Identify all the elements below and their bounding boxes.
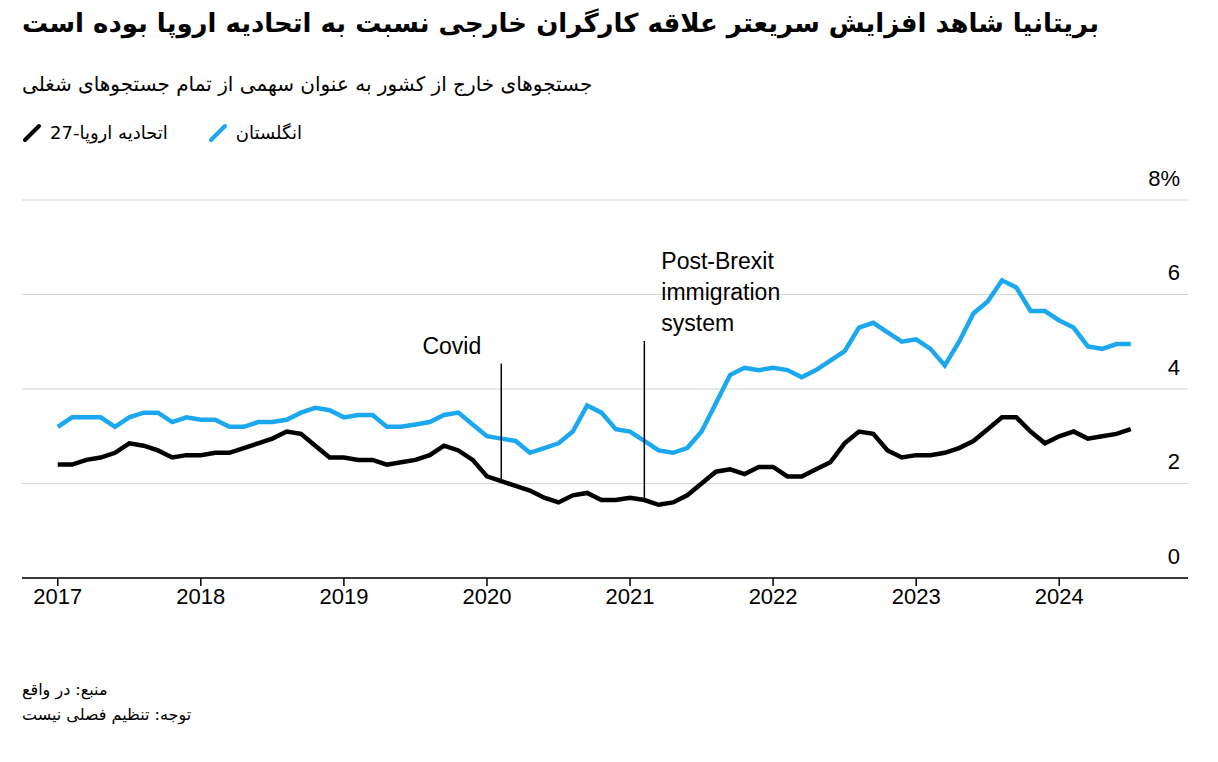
html-text:منبع: در واقع: منبع: در واقع	[22, 680, 108, 699]
svg-text:2020: 2020	[462, 584, 511, 609]
svg-text:immigration: immigration	[661, 279, 780, 305]
html-text:توجه: تنظیم فصلی نیست: توجه: تنظیم فصلی نیست	[22, 705, 192, 724]
svg-text:8%: 8%	[1148, 166, 1180, 191]
svg-text:6: 6	[1168, 260, 1180, 285]
svg-text:2017: 2017	[33, 584, 82, 609]
html-text:بریتانیا شاهد افزایش سریعتر عل: بریتانیا شاهد افزایش سریعتر علاقه کارگرا…	[22, 8, 1099, 38]
svg-text:Post-Brexit: Post-Brexit	[661, 248, 774, 274]
svg-text:2022: 2022	[749, 584, 798, 609]
html-text:انگلستان: انگلستان	[235, 122, 302, 143]
svg-text:4: 4	[1168, 355, 1180, 380]
svg-text:2: 2	[1168, 449, 1180, 474]
svg-text:2023: 2023	[892, 584, 941, 609]
html-text:اتحادیه اروپا-27: اتحادیه اروپا-27	[50, 122, 168, 143]
svg-text:0: 0	[1168, 544, 1180, 569]
svg-text:system: system	[661, 310, 734, 336]
svg-text:2019: 2019	[319, 584, 368, 609]
svg-text:Covid: Covid	[422, 333, 481, 359]
svg-text:2018: 2018	[176, 584, 225, 609]
svg-text:2021: 2021	[606, 584, 655, 609]
svg-text:2024: 2024	[1035, 584, 1084, 609]
html-text:جستجوهای خارج از کشور به عنوان: جستجوهای خارج از کشور به عنوان سهمی از ت…	[22, 72, 593, 96]
